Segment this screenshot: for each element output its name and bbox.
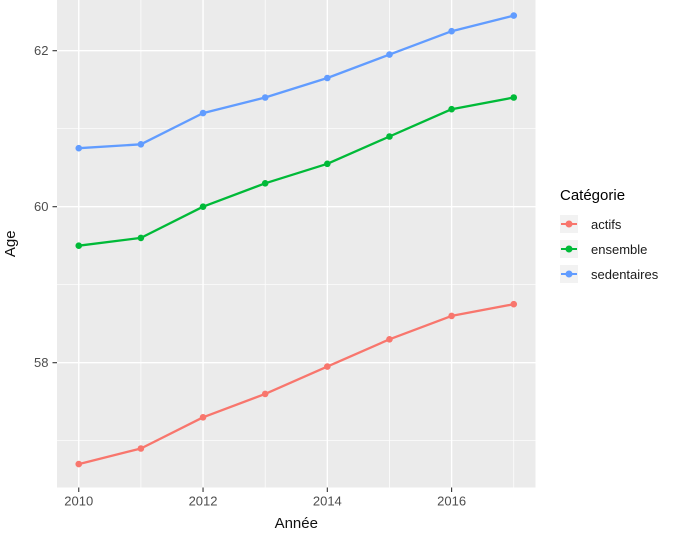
legend-key-swatch-ensemble xyxy=(560,240,578,258)
legend: Catégorie actifs ensemble sedentaires xyxy=(560,187,658,290)
legend-item-label: ensemble xyxy=(591,241,648,257)
data-point-ensemble xyxy=(510,94,518,101)
data-point-ensemble xyxy=(75,242,83,249)
legend-key-swatch-actifs xyxy=(560,215,578,233)
data-point-sedentaires xyxy=(199,109,207,117)
legend-key-dot xyxy=(565,270,573,278)
x-tick-label: 2010 xyxy=(64,494,93,509)
legend-item-label: actifs xyxy=(591,216,622,232)
data-point-actifs xyxy=(199,414,207,421)
legend-title: Catégorie xyxy=(560,187,626,204)
legend-item-sedentaires: sedentaires xyxy=(560,265,658,283)
series-line-sedentaires xyxy=(77,14,515,150)
y-axis-title: Age xyxy=(2,230,19,257)
data-point-actifs xyxy=(448,312,455,320)
data-point-sedentaires xyxy=(386,51,393,58)
data-point-sedentaires xyxy=(324,74,331,82)
legend-item-ensemble: ensemble xyxy=(560,240,658,258)
series-line-ensemble xyxy=(77,96,515,247)
x-tick-label: 2012 xyxy=(189,494,218,509)
x-tick-label: 2016 xyxy=(437,494,466,509)
data-point-sedentaires xyxy=(261,94,269,101)
data-point-actifs xyxy=(510,300,518,308)
series-line-actifs xyxy=(77,303,515,466)
data-point-sedentaires xyxy=(75,144,83,152)
data-point-sedentaires xyxy=(137,141,145,148)
legend-key-swatch-sedentaires xyxy=(560,265,578,283)
data-point-ensemble xyxy=(199,203,207,210)
y-tick-label: 58 xyxy=(34,355,48,370)
y-tick-label: 60 xyxy=(34,199,48,214)
legend-key-dot xyxy=(565,245,573,253)
data-point-ensemble xyxy=(261,180,269,187)
data-point-ensemble xyxy=(137,234,145,242)
data-point-actifs xyxy=(75,460,83,468)
data-point-actifs xyxy=(386,336,393,343)
legend-item-label: sedentaires xyxy=(591,266,659,282)
x-tick-label: 2014 xyxy=(313,494,342,509)
data-point-actifs xyxy=(324,363,331,370)
data-point-sedentaires xyxy=(510,12,518,19)
legend-item-actifs: actifs xyxy=(560,215,658,233)
panel-background xyxy=(57,0,536,488)
legend-key-dot xyxy=(565,220,573,228)
data-point-actifs xyxy=(261,390,269,398)
data-point-ensemble xyxy=(324,160,331,168)
y-tick-label: 62 xyxy=(34,43,48,58)
x-axis-title: Année xyxy=(275,515,318,532)
data-point-sedentaires xyxy=(448,27,455,35)
data-point-ensemble xyxy=(386,133,393,140)
data-point-ensemble xyxy=(448,105,455,113)
data-point-actifs xyxy=(137,445,145,452)
